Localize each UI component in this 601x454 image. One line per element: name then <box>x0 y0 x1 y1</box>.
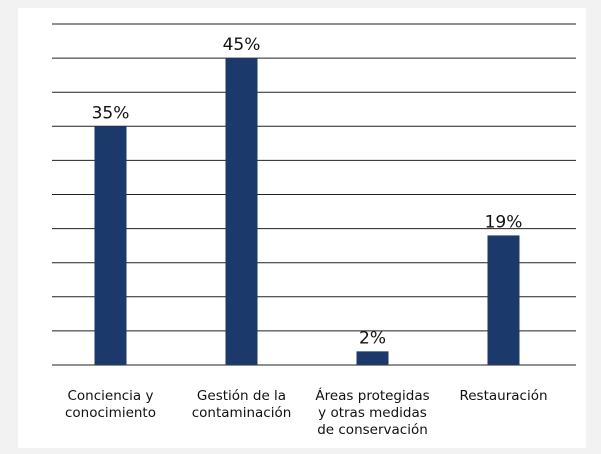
x-tick-label: Gestión de la contaminación <box>192 388 292 421</box>
bar <box>487 235 520 365</box>
data-label: 45% <box>223 35 261 55</box>
x-tick-label: Áreas protegidas y otras medidas de conser… <box>315 387 429 438</box>
x-tick-label-line: conocimiento <box>65 405 156 421</box>
x-tick-label-line: de conservación <box>317 422 428 438</box>
x-tick-label-line: Conciencia y <box>67 388 153 404</box>
data-label: 2% <box>359 328 386 348</box>
x-tick-label: Restauración <box>459 388 547 404</box>
x-tick-label-line: y otras medidas <box>318 405 427 421</box>
x-tick-label-line: Gestión de la <box>197 388 286 404</box>
x-tick-label: Conciencia y conocimiento <box>65 388 156 421</box>
bar <box>225 58 258 365</box>
x-tick-label-line: contaminación <box>192 405 292 421</box>
x-tick-label-line: Áreas protegidas <box>315 387 429 404</box>
bar <box>356 351 389 365</box>
x-tick-label-line: Restauración <box>459 388 547 404</box>
data-label: 19% <box>485 212 523 232</box>
data-label: 35% <box>92 103 130 123</box>
bar <box>94 126 127 365</box>
